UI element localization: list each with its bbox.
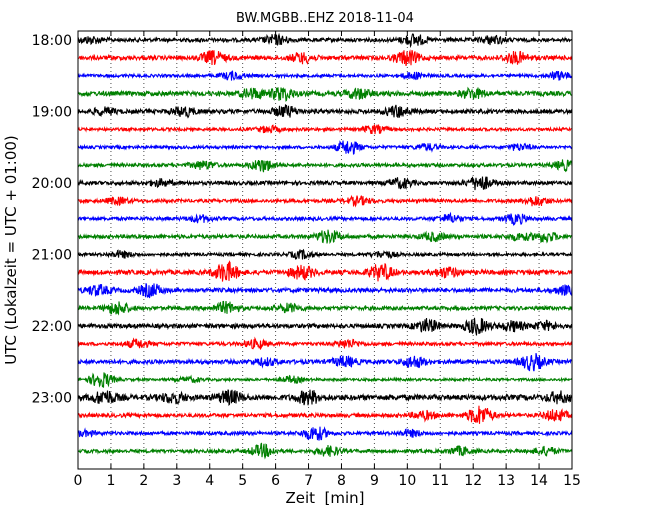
- x-tick-label: 11: [431, 473, 449, 489]
- trace-2315: [77, 405, 573, 424]
- trace-1845: [77, 86, 573, 102]
- trace-2300: [77, 389, 573, 407]
- y-axis-label: UTC (Lokalzeit = UTC + 01:00): [2, 135, 20, 365]
- trace-2130: [77, 283, 573, 299]
- x-tick-label: 15: [563, 473, 581, 489]
- trace-2245: [77, 372, 573, 388]
- trace-1815: [77, 49, 573, 67]
- x-tick-label: 12: [464, 473, 482, 489]
- x-tick-label: 6: [271, 473, 280, 489]
- trace-2015: [77, 194, 573, 208]
- trace-2230: [77, 353, 573, 372]
- x-tick-label: 7: [304, 473, 313, 489]
- trace-2030: [77, 211, 573, 227]
- trace-2330: [77, 426, 573, 441]
- x-tick-label: 5: [238, 473, 247, 489]
- plot-frame: [77, 30, 573, 470]
- trace-1945: [77, 159, 573, 173]
- x-tick-label: 0: [74, 473, 83, 489]
- y-tick-label: 19:00: [32, 104, 72, 120]
- x-axis-label: Zeit [min]: [285, 489, 364, 507]
- trace-1830: [77, 70, 573, 81]
- trace-2345: [77, 442, 573, 460]
- y-tick-label: 23:00: [32, 390, 72, 406]
- chart-title: BW.MGBB..EHZ 2018-11-04: [236, 11, 414, 26]
- x-tick-label: 13: [497, 473, 515, 489]
- y-tick-label: 18:00: [32, 33, 72, 49]
- trace-2000: [77, 176, 573, 191]
- trace-2200: [77, 317, 573, 336]
- x-tick-label: 3: [172, 473, 181, 489]
- x-tick-label: 9: [370, 473, 379, 489]
- trace-2100: [77, 248, 573, 261]
- trace-1915: [77, 124, 573, 135]
- x-tick-label: 1: [106, 473, 115, 489]
- trace-1930: [77, 140, 573, 155]
- x-tick-label: 2: [139, 473, 148, 489]
- y-tick-label: 20:00: [32, 176, 72, 192]
- y-tick-label: 22:00: [32, 319, 72, 335]
- x-tick-label: 10: [398, 473, 416, 489]
- trace-2145: [77, 300, 573, 316]
- x-tick-label: 8: [337, 473, 346, 489]
- y-tick-label: 21:00: [32, 247, 72, 263]
- trace-1800: [77, 32, 573, 49]
- trace-2115: [77, 260, 573, 282]
- trace-2215: [77, 336, 573, 351]
- x-tick-label: 14: [530, 473, 548, 489]
- trace-2045: [77, 229, 573, 244]
- trace-1900: [77, 104, 573, 119]
- x-tick-label: 4: [205, 473, 214, 489]
